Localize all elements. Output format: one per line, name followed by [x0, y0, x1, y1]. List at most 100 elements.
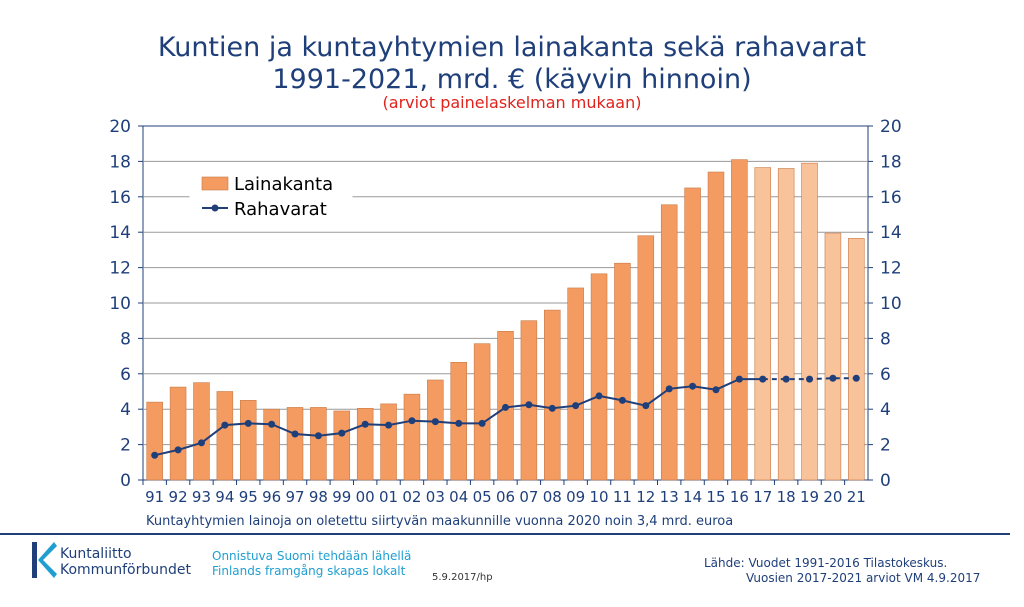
- legend-marker-rahavarat: [211, 204, 219, 212]
- line-point: [221, 421, 229, 429]
- y-tick-label: 2: [120, 436, 131, 456]
- y-tick-label: 18: [109, 152, 131, 172]
- logo-text-sv: Kommunförbundet: [60, 562, 191, 578]
- y-tick-label: 16: [109, 188, 131, 208]
- x-tick-label: 14: [683, 488, 702, 506]
- x-tick-label: 09: [566, 488, 585, 506]
- bar: [824, 232, 842, 481]
- line-point: [572, 402, 580, 410]
- bar: [239, 400, 257, 481]
- line-point: [782, 375, 790, 383]
- bar: [193, 382, 210, 481]
- bar: [520, 320, 538, 481]
- line-point: [385, 421, 393, 429]
- x-tick-label: 03: [426, 488, 445, 506]
- bar: [146, 401, 163, 481]
- line-point: [268, 420, 276, 428]
- x-tick-label: 04: [449, 488, 468, 506]
- bar: [754, 167, 772, 481]
- x-tick-label: 00: [356, 488, 375, 506]
- line-point: [338, 429, 346, 437]
- date-stamp: 5.9.2017/hp: [432, 572, 493, 583]
- y-tick-label-right: 6: [880, 365, 891, 385]
- y-tick-label-right: 18: [880, 152, 902, 172]
- bar: [731, 159, 748, 481]
- y-tick-label: 6: [120, 365, 131, 385]
- x-tick-label: 98: [309, 488, 328, 506]
- line-point: [502, 403, 509, 411]
- line-point: [829, 374, 837, 382]
- x-tick-label: 06: [496, 488, 515, 506]
- line-series: [151, 374, 860, 459]
- x-tick-label: 12: [636, 488, 655, 506]
- line-point: [361, 420, 369, 428]
- bar: [169, 386, 187, 481]
- x-tick-label: 15: [706, 488, 725, 506]
- line-point: [642, 402, 650, 410]
- y-tick-label: 10: [109, 294, 131, 314]
- y-tick-label-right: 8: [880, 329, 891, 349]
- logo-text: Kuntaliitto: [60, 546, 132, 562]
- x-tick-label: 08: [543, 488, 562, 506]
- line-point: [244, 419, 252, 427]
- bar: [216, 391, 234, 481]
- y-tick-label: 20: [109, 117, 131, 137]
- legend: Lainakanta Rahavarat: [189, 169, 353, 223]
- x-tick-label: 11: [613, 488, 632, 506]
- kuntaliitto-logo-icon: [32, 542, 57, 578]
- x-tick-label: 97: [285, 488, 304, 506]
- y-tick-label-right: 4: [880, 400, 891, 420]
- line-point: [291, 430, 299, 438]
- line-point: [852, 374, 860, 382]
- y-tick-label-right: 16: [880, 188, 902, 208]
- line-point: [174, 446, 182, 454]
- line-point: [759, 375, 767, 383]
- x-tick-label: 05: [473, 488, 492, 506]
- line-point: [408, 417, 416, 425]
- legend-label-rahavarat: Rahavarat: [234, 199, 327, 220]
- legend-swatch-lainakanta: [201, 176, 229, 191]
- line-point: [689, 382, 697, 390]
- x-tick-label: 91: [145, 488, 164, 506]
- line-point: [806, 375, 814, 383]
- y-tick-label: 0: [120, 471, 131, 491]
- line-point: [735, 375, 743, 383]
- x-tick-label: 92: [169, 488, 188, 506]
- chart-subtitle: (arviot painelaskelman mukaan): [382, 93, 642, 112]
- line-point: [197, 439, 205, 447]
- line-point: [455, 419, 463, 427]
- bar: [707, 171, 725, 481]
- y-tick-label-right: 14: [880, 223, 902, 243]
- bar: [567, 287, 584, 481]
- y-tick-label-right: 10: [880, 294, 902, 314]
- chart-title: Kuntien ja kuntayhtymien lainakanta sekä…: [157, 32, 867, 63]
- y-tick-label-right: 0: [880, 471, 891, 491]
- bar: [310, 407, 327, 481]
- footnote: Kuntayhtymien lainoja on oletettu siirty…: [146, 514, 734, 529]
- x-tick-label: 99: [332, 488, 351, 506]
- x-tick-label: 21: [847, 488, 866, 506]
- chart-title-line2: 1991-2021, mrd. € (käyvin hinnoin): [272, 64, 752, 95]
- x-tick-label: 02: [402, 488, 421, 506]
- bar: [263, 408, 280, 481]
- bar: [777, 168, 795, 481]
- y-tick-label: 12: [109, 259, 131, 279]
- bar: [684, 187, 701, 481]
- y-tick-label-right: 20: [880, 117, 902, 137]
- bar: [356, 408, 374, 481]
- x-tick-label: 01: [379, 488, 398, 506]
- line-point: [618, 396, 626, 404]
- line-point: [525, 401, 533, 409]
- line-point: [314, 432, 322, 440]
- slogan: Onnistuva Suomi tehdään lähellä: [212, 549, 412, 563]
- line-point: [548, 404, 556, 412]
- line-point: [151, 451, 159, 459]
- line-point: [431, 418, 439, 426]
- legend-label-lainakanta: Lainakanta: [234, 174, 333, 195]
- bar: [380, 403, 397, 481]
- source-note: Lähde: Vuodet 1991-2016 Tilastokeskus.: [704, 556, 948, 570]
- x-tick-label: 07: [519, 488, 538, 506]
- x-tick-label: 94: [215, 488, 234, 506]
